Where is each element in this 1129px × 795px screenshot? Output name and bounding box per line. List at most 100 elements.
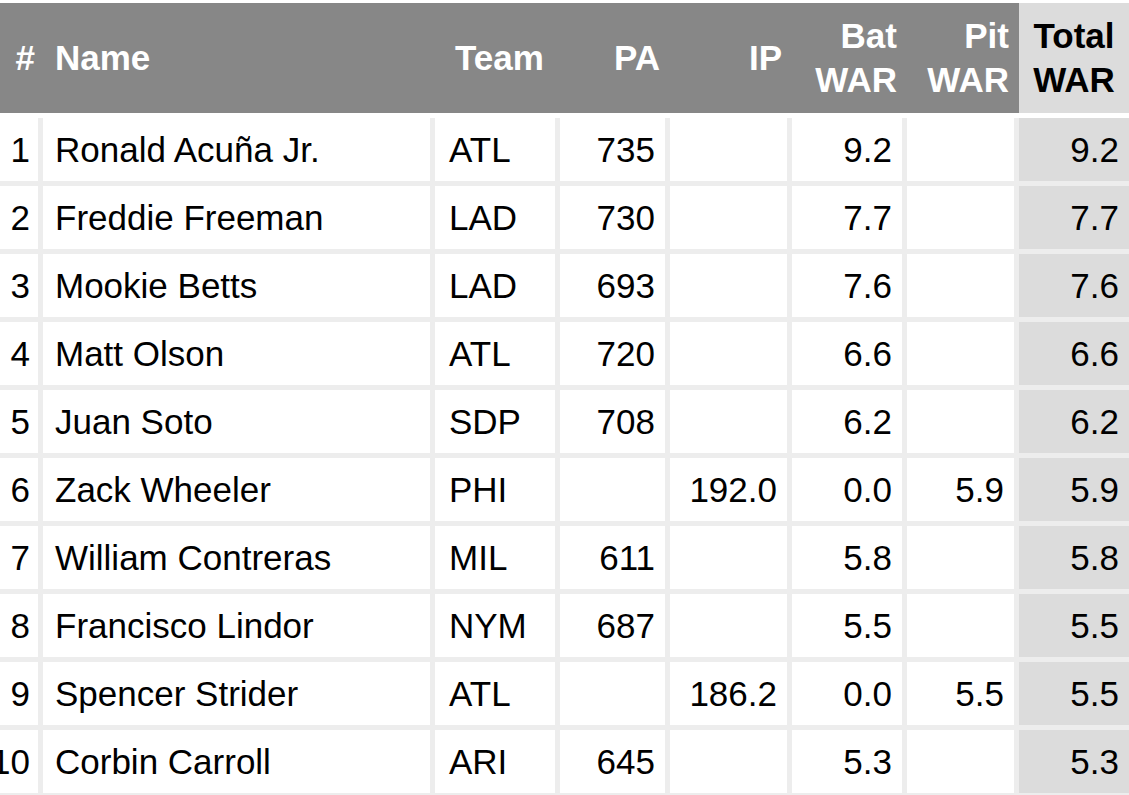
war-leaderboard-table: # Name Team PA IP Bat WAR Pit WAR Total … bbox=[0, 0, 1129, 795]
cell-rank: 5 bbox=[0, 390, 38, 453]
cell-team: PHI bbox=[435, 458, 555, 521]
table-row: 1 Ronald Acuña Jr. ATL 735 9.2 9.2 bbox=[0, 118, 1129, 186]
cell-name: Zack Wheeler bbox=[43, 458, 430, 521]
cell-total-war: 5.3 bbox=[1019, 730, 1129, 793]
column-header-name: Name bbox=[43, 3, 435, 113]
cell-ip bbox=[670, 254, 787, 317]
cell-ip bbox=[670, 730, 787, 793]
cell-rank: 2 bbox=[0, 186, 38, 249]
cell-pa bbox=[560, 458, 665, 521]
table-row: 5 Juan Soto SDP 708 6.2 6.2 bbox=[0, 390, 1129, 458]
cell-rank: 6 bbox=[0, 458, 38, 521]
cell-total-war: 5.9 bbox=[1019, 458, 1129, 521]
cell-team: SDP bbox=[435, 390, 555, 453]
cell-team: ARI bbox=[435, 730, 555, 793]
cell-rank: 4 bbox=[0, 322, 38, 385]
cell-total-war: 7.7 bbox=[1019, 186, 1129, 249]
cell-pa: 720 bbox=[560, 322, 665, 385]
cell-pit-war bbox=[907, 186, 1014, 249]
cell-team: NYM bbox=[435, 594, 555, 657]
cell-bat-war: 5.3 bbox=[792, 730, 902, 793]
cell-ip bbox=[670, 594, 787, 657]
cell-pa: 645 bbox=[560, 730, 665, 793]
cell-rank: 3 bbox=[0, 254, 38, 317]
cell-bat-war: 7.6 bbox=[792, 254, 902, 317]
cell-name: Mookie Betts bbox=[43, 254, 430, 317]
cell-team: ATL bbox=[435, 662, 555, 725]
cell-bat-war: 7.7 bbox=[792, 186, 902, 249]
cell-total-war: 6.6 bbox=[1019, 322, 1129, 385]
column-header-pit-war: Pit WAR bbox=[907, 3, 1019, 113]
table-row: 8 Francisco Lindor NYM 687 5.5 5.5 bbox=[0, 594, 1129, 662]
cell-pa bbox=[560, 662, 665, 725]
table-row: 3 Mookie Betts LAD 693 7.6 7.6 bbox=[0, 254, 1129, 322]
cell-pit-war bbox=[907, 390, 1014, 453]
cell-team: MIL bbox=[435, 526, 555, 589]
cell-name: Francisco Lindor bbox=[43, 594, 430, 657]
column-header-team: Team bbox=[435, 3, 560, 113]
cell-bat-war: 0.0 bbox=[792, 458, 902, 521]
table-row: 10 Corbin Carroll ARI 645 5.3 5.3 bbox=[0, 730, 1129, 795]
cell-rank: 1 bbox=[0, 118, 38, 181]
cell-ip bbox=[670, 322, 787, 385]
cell-ip bbox=[670, 118, 787, 181]
cell-pa: 735 bbox=[560, 118, 665, 181]
cell-total-war: 5.5 bbox=[1019, 594, 1129, 657]
cell-total-war: 5.8 bbox=[1019, 526, 1129, 589]
cell-team: LAD bbox=[435, 254, 555, 317]
cell-pit-war bbox=[907, 526, 1014, 589]
cell-bat-war: 5.5 bbox=[792, 594, 902, 657]
cell-rank: 8 bbox=[0, 594, 38, 657]
cell-pit-war: 5.9 bbox=[907, 458, 1014, 521]
cell-ip bbox=[670, 526, 787, 589]
column-header-pa: PA bbox=[560, 3, 670, 113]
cell-rank: 9 bbox=[0, 662, 38, 725]
cell-name: Freddie Freeman bbox=[43, 186, 430, 249]
cell-team: LAD bbox=[435, 186, 555, 249]
cell-name: William Contreras bbox=[43, 526, 430, 589]
cell-pa: 693 bbox=[560, 254, 665, 317]
cell-pit-war bbox=[907, 322, 1014, 385]
table-row: 2 Freddie Freeman LAD 730 7.7 7.7 bbox=[0, 186, 1129, 254]
cell-name: Spencer Strider bbox=[43, 662, 430, 725]
cell-name: Matt Olson bbox=[43, 322, 430, 385]
cell-bat-war: 6.2 bbox=[792, 390, 902, 453]
cell-total-war: 9.2 bbox=[1019, 118, 1129, 181]
cell-ip bbox=[670, 186, 787, 249]
cell-bat-war: 0.0 bbox=[792, 662, 902, 725]
table-header-row: # Name Team PA IP Bat WAR Pit WAR Total … bbox=[0, 3, 1129, 118]
cell-pit-war: 5.5 bbox=[907, 662, 1014, 725]
column-header-rank: # bbox=[0, 3, 43, 113]
column-header-total-war: Total WAR bbox=[1019, 3, 1129, 113]
cell-pit-war bbox=[907, 118, 1014, 181]
cell-team: ATL bbox=[435, 322, 555, 385]
cell-ip: 192.0 bbox=[670, 458, 787, 521]
table-row: 4 Matt Olson ATL 720 6.6 6.6 bbox=[0, 322, 1129, 390]
cell-team: ATL bbox=[435, 118, 555, 181]
cell-ip bbox=[670, 390, 787, 453]
cell-name: Juan Soto bbox=[43, 390, 430, 453]
cell-pit-war bbox=[907, 730, 1014, 793]
cell-ip: 186.2 bbox=[670, 662, 787, 725]
cell-total-war: 6.2 bbox=[1019, 390, 1129, 453]
table-row: 7 William Contreras MIL 611 5.8 5.8 bbox=[0, 526, 1129, 594]
cell-bat-war: 9.2 bbox=[792, 118, 902, 181]
table-body: 1 Ronald Acuña Jr. ATL 735 9.2 9.2 2 Fre… bbox=[0, 118, 1129, 795]
cell-pa: 687 bbox=[560, 594, 665, 657]
table-row: 9 Spencer Strider ATL 186.2 0.0 5.5 5.5 bbox=[0, 662, 1129, 730]
cell-rank: 10 bbox=[0, 730, 38, 793]
cell-pa: 611 bbox=[560, 526, 665, 589]
cell-total-war: 7.6 bbox=[1019, 254, 1129, 317]
column-header-bat-war: Bat WAR bbox=[792, 3, 907, 113]
cell-pit-war bbox=[907, 594, 1014, 657]
column-header-ip: IP bbox=[670, 3, 792, 113]
cell-bat-war: 6.6 bbox=[792, 322, 902, 385]
cell-pa: 708 bbox=[560, 390, 665, 453]
cell-pa: 730 bbox=[560, 186, 665, 249]
cell-rank: 7 bbox=[0, 526, 38, 589]
cell-total-war: 5.5 bbox=[1019, 662, 1129, 725]
table-row: 6 Zack Wheeler PHI 192.0 0.0 5.9 5.9 bbox=[0, 458, 1129, 526]
cell-name: Ronald Acuña Jr. bbox=[43, 118, 430, 181]
cell-name: Corbin Carroll bbox=[43, 730, 430, 793]
cell-bat-war: 5.8 bbox=[792, 526, 902, 589]
